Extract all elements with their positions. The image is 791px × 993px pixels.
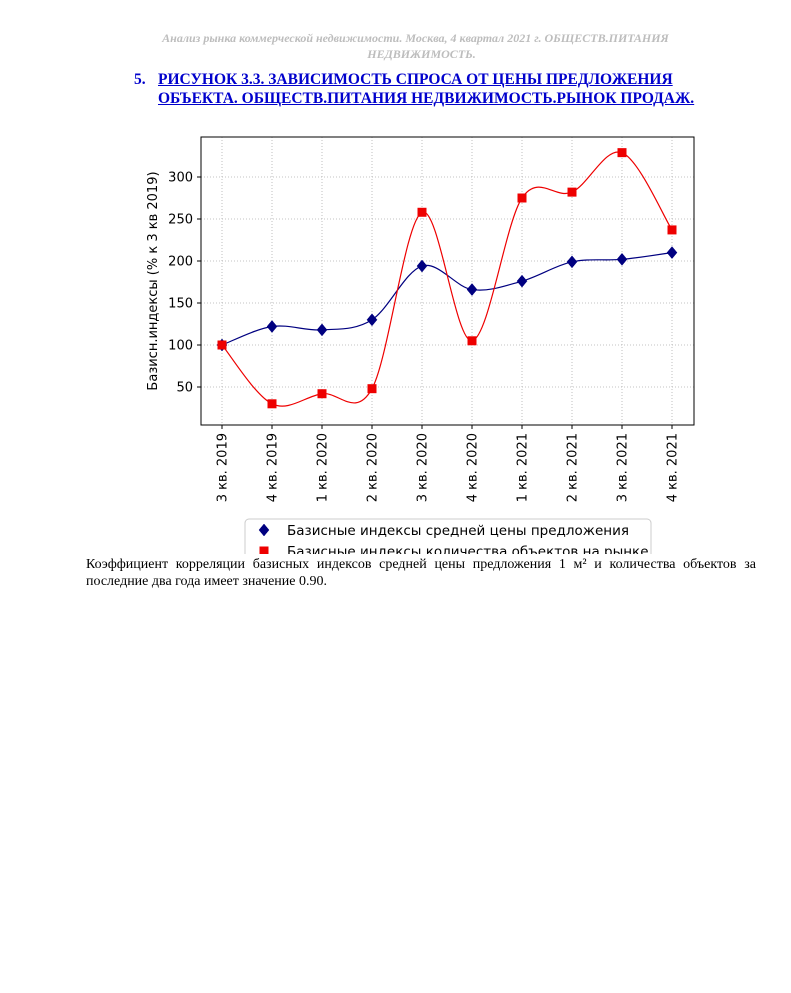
y-axis-label: Базисн.индексы (% к 3 кв 2019) (146, 171, 161, 390)
report-header-line-1: Анализ рынка коммерческой недвижимости. … (162, 31, 669, 45)
x-tick-label: 4 кв. 2019 (266, 433, 281, 502)
correlation-text-line-2: последние два года имеет значение 0.90. (86, 574, 328, 589)
x-tick-label: 2 кв. 2020 (366, 433, 381, 502)
series-2-point (467, 336, 477, 346)
series-2-point (567, 187, 577, 197)
demand-price-chart: 50 100 150 200 250 300 3 кв. 2019 4 кв. 2019 1 … (146, 136, 695, 560)
legend-frame (244, 518, 652, 554)
series-2-point (217, 340, 227, 350)
figure-title-line-2: ОБЪЕКТА. ОБЩЕСТВ.ПИТАНИЯ НЕДВИЖИМОСТЬ.РЫ… (158, 89, 694, 108)
series-2-point (367, 384, 377, 394)
series-2-point (417, 207, 427, 217)
x-tick-label: 1 кв. 2021 (516, 433, 531, 502)
series-1-point (516, 274, 528, 288)
y-tick-label: 150 (168, 297, 193, 312)
x-tick-label: 3 кв. 2020 (416, 433, 431, 502)
series-2-point (317, 389, 327, 399)
figure-title-line-2-text: ОБЪЕКТА. ОБЩЕСТВ.ПИТАНИЯ НЕДВИЖИМОСТЬ.РЫ… (158, 90, 695, 107)
chart-legend: Базисные индексы средней цены предложени… (244, 518, 652, 560)
figure-title-line-1: РИСУНОК 3.3. ЗАВИСИМОСТЬ СПРОСА ОТ ЦЕНЫ … (158, 70, 673, 89)
legend-marker-2 (259, 546, 269, 554)
x-tick-label: 3 кв. 2021 (616, 433, 631, 502)
figure-title-line-1-text: РИСУНОК 3.3. ЗАВИСИМОСТЬ СПРОСА ОТ ЦЕНЫ … (158, 71, 673, 88)
x-tick-label: 4 кв. 2020 (466, 433, 481, 502)
series-2-point (267, 399, 277, 409)
y-tick-label: 250 (168, 213, 193, 228)
figure-number: 5. (134, 71, 146, 88)
plot-area-frame (200, 136, 695, 426)
y-axis-ticks: 50 100 150 200 250 300 (168, 171, 201, 396)
series-2-point (517, 193, 527, 203)
series-1-point (366, 313, 378, 327)
series-1-point (616, 252, 628, 266)
series-2-point (617, 148, 627, 158)
chart-series (216, 148, 678, 409)
series-1-point (566, 255, 578, 269)
x-tick-label: 4 кв. 2021 (666, 433, 681, 502)
legend-marker-1 (258, 523, 270, 537)
series-1-point (316, 323, 328, 337)
correlation-text-line-1: Коэффициент корреляции базисных индексов… (86, 557, 756, 572)
series-2-line (221, 151, 673, 407)
x-axis-ticks: 3 кв. 2019 4 кв. 2019 1 кв. 2020 2 кв. 2020… (216, 425, 681, 502)
x-tick-label: 1 кв. 2020 (316, 433, 331, 502)
report-header-line-2: НЕДВИЖИМОСТЬ. (367, 47, 476, 61)
series-1-point (666, 246, 678, 259)
legend-label-1: Базисные индексы средней цены предложени… (287, 523, 629, 539)
chart-grid (201, 137, 694, 425)
y-tick-label: 200 (168, 255, 193, 270)
legend-box: Базисные индексы средней цены предложени… (244, 518, 652, 560)
series-1-line (221, 252, 673, 346)
y-tick-label: 50 (176, 381, 193, 396)
series-1-point (466, 283, 478, 296)
series-1-point (416, 259, 428, 273)
x-tick-label: 2 кв. 2021 (566, 433, 581, 502)
series-1-point (266, 320, 278, 333)
series-2-point (667, 225, 677, 235)
y-tick-label: 100 (168, 339, 193, 354)
y-tick-label: 300 (168, 171, 193, 186)
legend-label-2: Базисные индексы количества объектов на … (287, 544, 649, 560)
x-tick-label: 3 кв. 2019 (216, 433, 231, 502)
